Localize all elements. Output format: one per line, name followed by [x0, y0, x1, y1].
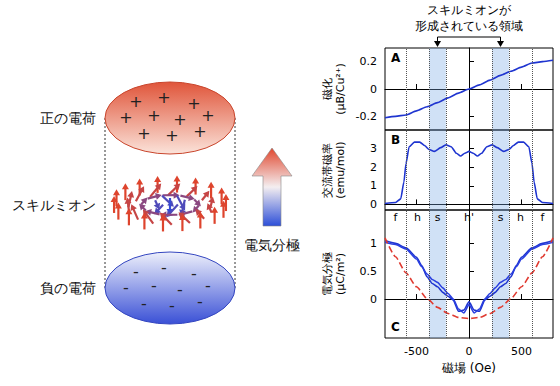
svg-text:+: +	[147, 106, 160, 125]
svg-text:f: f	[394, 211, 399, 224]
svg-text:0: 0	[370, 83, 377, 96]
svg-text:-0.2: -0.2	[356, 110, 377, 123]
svg-text:スキルミオンが: スキルミオンが	[427, 3, 512, 17]
svg-text:0: 0	[370, 198, 377, 211]
svg-text:-: -	[141, 294, 147, 313]
svg-text:+: +	[157, 88, 170, 107]
svg-text:1: 1	[370, 237, 377, 250]
svg-text:h': h'	[464, 211, 474, 224]
svg-text:+: +	[137, 124, 150, 143]
svg-text:h: h	[517, 211, 524, 224]
svg-text:(emu/mol): (emu/mol)	[334, 141, 347, 198]
svg-text:(μB/Cu²⁺): (μB/Cu²⁺)	[334, 63, 347, 115]
svg-text:-: -	[123, 278, 129, 297]
svg-text:1: 1	[370, 179, 377, 192]
svg-text:C: C	[391, 320, 400, 334]
svg-text:-: -	[151, 276, 157, 295]
svg-text:磁化: 磁化	[321, 78, 334, 101]
svg-text:+: +	[187, 94, 200, 113]
svg-text:+: +	[165, 126, 178, 145]
svg-text:-: -	[161, 258, 167, 277]
svg-text:f: f	[541, 211, 546, 224]
svg-text:-: -	[197, 292, 203, 311]
svg-text:交流帯磁率: 交流帯磁率	[321, 143, 334, 198]
svg-text:正の電荷: 正の電荷	[40, 110, 96, 126]
svg-text:0.2: 0.2	[360, 55, 378, 68]
svg-text:負の電荷: 負の電荷	[40, 280, 96, 296]
svg-text:A: A	[391, 51, 401, 65]
svg-text:-: -	[205, 276, 211, 295]
svg-text:+: +	[119, 108, 132, 127]
svg-text:磁場 (Oe): 磁場 (Oe)	[441, 361, 496, 375]
svg-text:+: +	[193, 122, 206, 141]
svg-text:B: B	[391, 133, 400, 147]
svg-text:s: s	[435, 211, 441, 224]
svg-text:s: s	[498, 211, 504, 224]
svg-text:2: 2	[370, 161, 377, 174]
svg-text:-: -	[177, 280, 183, 299]
svg-text:形成されている領域: 形成されている領域	[415, 19, 523, 33]
svg-text:h: h	[414, 211, 421, 224]
svg-text:電気分極: 電気分極	[244, 237, 300, 253]
svg-text:0: 0	[466, 345, 473, 358]
svg-text:-500: -500	[404, 345, 429, 358]
svg-text:-: -	[169, 296, 175, 315]
svg-text:500: 500	[511, 345, 532, 358]
svg-text:-: -	[133, 262, 139, 281]
svg-text:3: 3	[370, 142, 377, 155]
svg-text:スキルミオン: スキルミオン	[12, 197, 96, 213]
svg-text:0.5: 0.5	[360, 265, 378, 278]
svg-text:(μC/m²): (μC/m²)	[334, 253, 347, 295]
svg-text:電気分極: 電気分極	[321, 252, 334, 296]
svg-text:0: 0	[370, 293, 377, 306]
svg-text:-: -	[191, 264, 197, 283]
